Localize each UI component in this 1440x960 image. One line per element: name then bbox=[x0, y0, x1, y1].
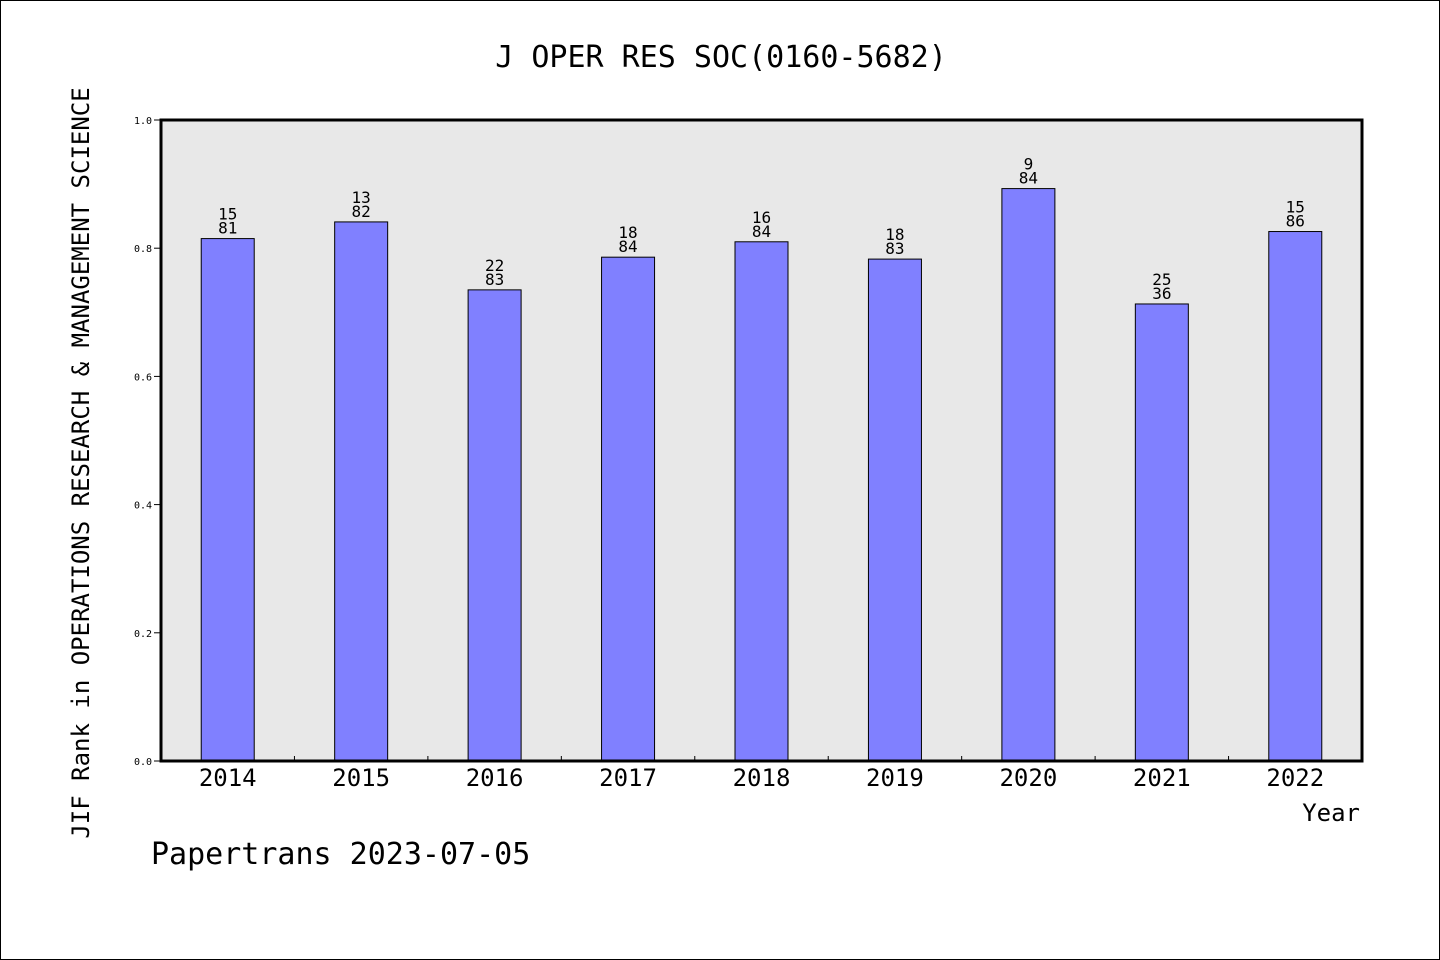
bar-rank-label: 15 bbox=[1286, 198, 1305, 217]
bar-2016 bbox=[467, 289, 522, 762]
bar-2014 bbox=[200, 238, 255, 762]
bar-total-label: 84 bbox=[618, 237, 637, 256]
bar-total-label: 82 bbox=[352, 202, 371, 221]
y-tick-label: 0.8 bbox=[134, 244, 152, 255]
bar-total-label: 84 bbox=[752, 222, 771, 241]
bar-rank-label: 18 bbox=[885, 225, 904, 244]
x-tick-label: 2020 bbox=[999, 764, 1057, 792]
labels-layer: 0.00.20.40.60.81.01581201413822015228320… bbox=[134, 116, 1324, 792]
x-tick-label: 2019 bbox=[866, 764, 924, 792]
x-axis-label: Year bbox=[1302, 799, 1360, 827]
y-tick-label: 0.0 bbox=[134, 757, 152, 768]
x-tick-label: 2014 bbox=[199, 764, 257, 792]
x-tick-label: 2017 bbox=[599, 764, 657, 792]
bar-total-label: 86 bbox=[1286, 212, 1305, 231]
x-tick-label: 2022 bbox=[1266, 764, 1324, 792]
y-tick-label: 0.4 bbox=[134, 501, 152, 512]
bar-total-label: 36 bbox=[1152, 284, 1171, 303]
bar-2021 bbox=[1134, 303, 1189, 762]
bar-rank-label: 25 bbox=[1152, 270, 1171, 289]
bar-rank-label: 18 bbox=[618, 223, 637, 242]
bar-total-label: 81 bbox=[218, 219, 237, 238]
bar-rank-label: 16 bbox=[752, 208, 771, 227]
x-tick-label: 2021 bbox=[1133, 764, 1191, 792]
bar-2015 bbox=[334, 221, 389, 762]
x-tick-label: 2015 bbox=[332, 764, 390, 792]
bars-layer bbox=[200, 188, 1323, 762]
bar-rank-label: 15 bbox=[218, 205, 237, 224]
bar-rank-label: 22 bbox=[485, 256, 504, 275]
plot-frame bbox=[159, 118, 1364, 763]
bar-rank-label: 9 bbox=[1024, 155, 1034, 174]
y-tick-label: 0.2 bbox=[134, 629, 152, 640]
chart-title: J OPER RES SOC(0160-5682) bbox=[495, 40, 947, 75]
bar-total-label: 83 bbox=[485, 270, 504, 289]
bar-2020 bbox=[1001, 188, 1056, 762]
bar-rank-label: 13 bbox=[352, 188, 371, 207]
x-tick-label: 2016 bbox=[466, 764, 524, 792]
y-axis-label: JIF Rank in OPERATIONS RESEARCH & MANAGE… bbox=[67, 87, 95, 838]
y-tick-label: 1.0 bbox=[134, 116, 152, 127]
bar-2017 bbox=[601, 256, 656, 762]
bar-2019 bbox=[867, 258, 922, 762]
bar-2022 bbox=[1268, 231, 1323, 762]
x-tick-label: 2018 bbox=[733, 764, 791, 792]
y-tick-label: 0.6 bbox=[134, 372, 152, 383]
bar-total-label: 84 bbox=[1019, 169, 1038, 188]
bar-2018 bbox=[734, 241, 789, 762]
footer-text: Papertrans 2023-07-05 bbox=[151, 837, 530, 872]
bar-total-label: 83 bbox=[885, 239, 904, 258]
